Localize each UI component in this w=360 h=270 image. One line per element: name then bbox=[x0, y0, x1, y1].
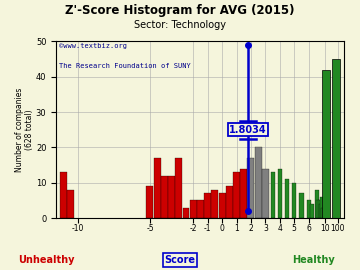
Bar bbox=[278, 169, 282, 218]
Bar bbox=[319, 204, 323, 218]
Bar bbox=[147, 186, 153, 218]
Bar bbox=[322, 70, 330, 218]
Text: Unhealthy: Unhealthy bbox=[19, 255, 75, 265]
Text: The Research Foundation of SUNY: The Research Foundation of SUNY bbox=[59, 63, 191, 69]
Bar bbox=[204, 193, 211, 218]
Bar bbox=[154, 158, 161, 218]
Bar bbox=[67, 190, 74, 218]
Text: ©www.textbiz.org: ©www.textbiz.org bbox=[59, 43, 127, 49]
Bar bbox=[307, 201, 311, 218]
Bar bbox=[240, 169, 247, 218]
Text: Sector: Technology: Sector: Technology bbox=[134, 20, 226, 30]
Text: Score: Score bbox=[165, 255, 195, 265]
Bar bbox=[168, 176, 175, 218]
Bar bbox=[292, 183, 296, 218]
Bar bbox=[255, 147, 262, 218]
Text: 1.8034: 1.8034 bbox=[229, 125, 267, 135]
Text: Healthy: Healthy bbox=[292, 255, 334, 265]
Bar bbox=[60, 172, 67, 218]
Bar bbox=[226, 186, 233, 218]
Bar bbox=[270, 172, 275, 218]
Bar bbox=[233, 172, 240, 218]
Bar bbox=[183, 208, 189, 218]
Text: Z'-Score Histogram for AVG (2015): Z'-Score Histogram for AVG (2015) bbox=[65, 4, 295, 17]
Bar bbox=[320, 197, 324, 218]
Bar bbox=[285, 179, 289, 218]
Bar bbox=[262, 169, 269, 218]
Bar bbox=[318, 201, 322, 218]
Y-axis label: Number of companies
(628 total): Number of companies (628 total) bbox=[15, 87, 35, 172]
Bar bbox=[219, 193, 226, 218]
Bar bbox=[310, 204, 314, 218]
Bar bbox=[161, 176, 168, 218]
Bar bbox=[247, 158, 255, 218]
Bar bbox=[300, 193, 303, 218]
Bar bbox=[323, 208, 327, 218]
Bar bbox=[175, 158, 182, 218]
Bar bbox=[332, 59, 340, 218]
Bar bbox=[211, 190, 219, 218]
Bar bbox=[321, 208, 325, 218]
Bar bbox=[324, 208, 328, 218]
Bar bbox=[316, 201, 320, 218]
Bar bbox=[315, 190, 319, 218]
Bar bbox=[324, 201, 328, 218]
Bar bbox=[197, 201, 204, 218]
Bar bbox=[190, 201, 197, 218]
